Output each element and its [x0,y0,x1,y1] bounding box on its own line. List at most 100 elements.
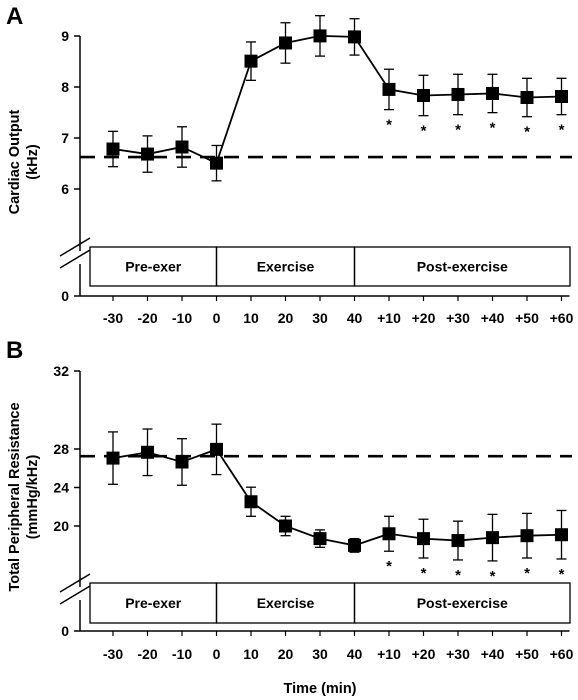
panel-b-x-tick-label: 10 [243,646,259,662]
panel-b-y-tick-label: 24 [53,480,69,496]
panel-a-plot: 0 6 7 8 9 -30 -20 -10 0 10 20 30 40 +10 +20 +30 +40 +50 +6… [59,15,574,326]
panel-b-data-point [555,528,568,542]
x-axis-title: Time (min) [283,681,356,697]
panel-a-x-tick-label: +40 [481,310,505,326]
panel-a-x-tick-label: 10 [243,310,259,326]
panel-a-y-tick-label: 7 [61,130,69,146]
panel-b-data-point [486,531,499,545]
panel-b-phase-label: Exercise [257,595,315,611]
panel-b-x-tick-label: +30 [446,646,470,662]
panel-b-data-point [417,532,430,546]
panel-b-x-tick-label: 0 [213,646,221,662]
panel-a-y-tick-label: 9 [61,28,69,44]
panel-a-ylabel-line2: (kHz) [25,144,41,180]
panel-b-significance-star: * [524,565,530,582]
panel-b-data-point [141,445,154,459]
panel-b-x-tick-label: 20 [278,646,294,662]
panel-a-data-point [451,87,465,101]
panel-a-data-point [106,142,120,156]
panel-b-significance-star: * [455,567,461,584]
panel-b-y-tick-label: 20 [53,518,69,534]
panel-a-x-tick-label: 40 [347,310,363,326]
panel-b-data-point [451,534,465,548]
panel-a-ylabel-line1: Cardiac Output [7,109,23,214]
panel-a-y-tick-label: 8 [61,79,69,95]
panel-b-x-tick-label: -10 [172,646,192,662]
panel-b-x-tick-label: +40 [481,646,505,662]
panel-a-x-tick-label: 20 [278,310,294,326]
panel-a-letter: A [6,3,23,30]
panel-a-axis-break-mark [59,249,91,269]
panel-a-x-tick-label: +60 [550,310,574,326]
panel-a-x-tick-label: -30 [103,310,123,326]
panel-a-significance-star: * [559,122,565,139]
panel-a-x-tick-label: 0 [213,310,221,326]
panel-a-x-tick-label: 30 [312,310,328,326]
panel-b-ylabel-line1: Total Peripheral Resistance [7,402,23,591]
panel-b-x-tick-label: 40 [347,646,363,662]
panel-a-x-tick-label: -20 [137,310,157,326]
panel-b-significance-star: * [386,558,392,575]
panel-a-y-tick-label: 0 [61,288,69,304]
panel-b-x-tick-label: +20 [412,646,436,662]
panel-b-data-point [279,519,292,533]
panel-b-data-point [313,532,327,546]
panel-a-x-tick-label: +30 [446,310,470,326]
panel-a-significance-star: * [455,122,461,139]
panel-a-data-point [210,156,223,170]
panel-b-significance-star: * [490,568,496,585]
panel-b-data-point [382,527,396,541]
panel-a-data-point [279,36,292,50]
panel-a-data-point [486,86,499,100]
panel-b-phase-box [353,582,571,624]
panel-b-data-point [348,538,361,552]
panel-a-x-tick-label: +10 [377,310,401,326]
panel-a: A Cardiac Output (kHz) 0 6 7 8 9 -30 -20 -10 0 10… [6,3,574,326]
panel-a-x-tick-label: +20 [412,310,436,326]
panel-b-x-tick-label: 30 [312,646,328,662]
panel-b-significance-star: * [421,565,427,582]
panel-b-data-point [244,495,258,509]
panel-b-axis-break-mark [59,573,91,593]
panel-b-data-point [520,529,534,543]
panel-a-significance-star: * [490,120,496,137]
panel-b: B Total Peripheral Resistance (mmHg/kHz)… [6,337,574,662]
panel-a-axis-break-mark [59,237,91,257]
panel-a-significance-star: * [421,123,427,140]
panel-a-x-tick-label: -10 [172,310,192,326]
panel-a-y-tick-label: 6 [61,181,69,197]
panel-a-data-point [417,88,430,102]
panel-b-x-tick-label: -30 [103,646,123,662]
panel-b-significance-star: * [559,566,565,583]
panel-b-letter: B [6,337,23,364]
panel-a-phase-box [353,246,571,287]
panel-a-data-point [520,91,534,104]
panel-a-data-point [382,82,396,96]
panel-a-phase-label: Post-exercise [417,259,508,275]
panel-b-plot: 0 20 24 28 32 -30 -20 -10 0 10 20 30 40 +10 +20 +30 +40 +… [53,363,573,662]
panel-a-data-point [555,89,568,103]
panel-a-x-tick-label: +50 [515,310,539,326]
panel-b-x-tick-label: +50 [515,646,539,662]
panel-b-x-tick-label: +60 [550,646,574,662]
panel-a-data-point [141,147,154,161]
panel-a-data-point [175,140,189,154]
panel-a-significance-star: * [386,117,392,134]
panel-b-x-tick-label: +10 [377,646,401,662]
panel-b-data-point [106,451,120,465]
panel-b-x-tick-label: -20 [137,646,157,662]
panel-a-data-point [244,54,258,68]
panel-a-data-point [313,29,327,43]
panel-b-y-tick-label: 32 [53,363,69,379]
panel-b-data-point [210,442,223,456]
panel-b-y-tick-label: 0 [61,623,69,639]
panel-b-y-tick-label: 28 [53,441,69,457]
panel-b-phase-label: Post-exercise [417,595,508,611]
panel-b-data-point [175,455,189,469]
panel-a-phase-label: Exercise [257,259,315,275]
panel-a-phase-label: Pre-exer [125,259,182,275]
panel-b-axis-break-mark [59,585,91,605]
panel-b-phase-label: Pre-exer [125,595,182,611]
panel-a-significance-star: * [524,124,530,141]
